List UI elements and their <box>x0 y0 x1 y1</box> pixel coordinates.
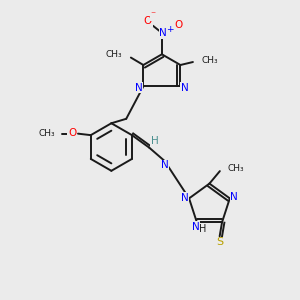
Text: O: O <box>144 16 152 26</box>
Text: O: O <box>68 128 76 138</box>
Text: N: N <box>135 83 143 93</box>
Text: N: N <box>181 193 188 203</box>
Text: CH₃: CH₃ <box>227 164 244 173</box>
Text: H: H <box>151 136 158 146</box>
Text: H: H <box>199 224 206 234</box>
Text: N: N <box>181 83 189 93</box>
Text: CH₃: CH₃ <box>38 129 55 138</box>
Text: CH₃: CH₃ <box>106 50 123 59</box>
Text: S: S <box>216 237 223 247</box>
Text: N: N <box>160 28 167 38</box>
Text: N: N <box>230 192 238 202</box>
Text: N: N <box>191 222 199 232</box>
Text: CH₃: CH₃ <box>201 56 218 65</box>
Text: +: + <box>167 25 174 34</box>
Text: N: N <box>161 160 169 170</box>
Text: O: O <box>174 20 183 30</box>
Text: ⁻: ⁻ <box>150 10 155 20</box>
